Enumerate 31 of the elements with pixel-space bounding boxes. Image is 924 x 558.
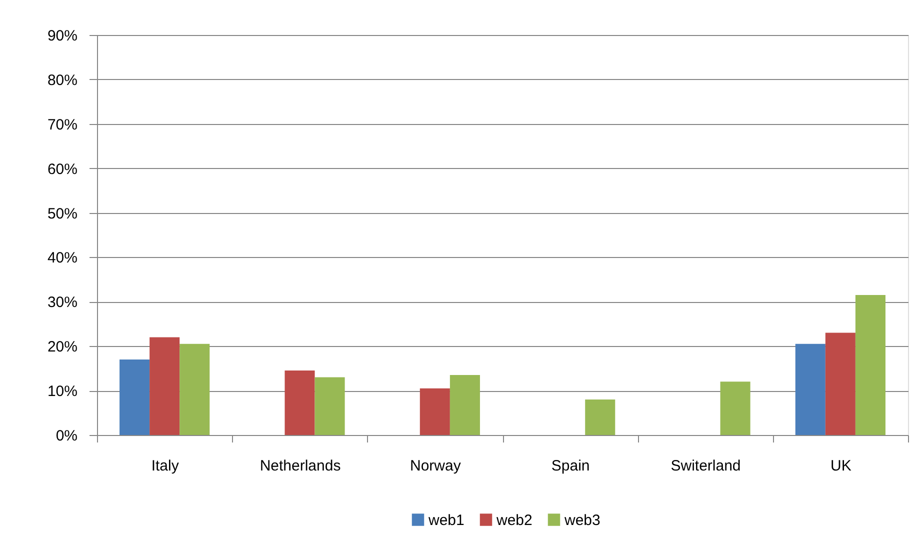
x-tick-label: Norway <box>410 458 462 474</box>
x-tick-label: Switerland <box>670 458 741 474</box>
bar <box>314 377 345 435</box>
y-tick-label: 80% <box>47 72 78 89</box>
bar <box>585 399 616 435</box>
y-tick-label: 10% <box>47 383 78 400</box>
y-tick-label: 20% <box>47 338 78 356</box>
bar <box>450 375 480 435</box>
bar <box>825 332 856 435</box>
y-tick-label: 0% <box>56 428 78 444</box>
bar <box>180 344 210 435</box>
x-tick-label: Italy <box>151 458 180 474</box>
y-tick-label: 40% <box>47 250 78 267</box>
bar <box>120 359 150 435</box>
x-tick-label: Spain <box>551 458 590 474</box>
bar <box>720 382 750 435</box>
y-tick-label: 60% <box>47 160 78 178</box>
x-tick-label: Netherlands <box>260 458 341 474</box>
y-tick-label: 30% <box>47 294 78 312</box>
legend-label: web1 <box>428 512 464 529</box>
bar <box>420 388 450 435</box>
bar <box>284 370 315 435</box>
x-tick-label: UK <box>830 458 852 474</box>
y-tick-label: 70% <box>47 116 78 134</box>
bar <box>855 295 886 435</box>
bar <box>150 337 180 435</box>
y-tick-label: 90% <box>47 28 78 44</box>
legend-label: web3 <box>564 512 600 529</box>
y-tick-label: 50% <box>47 205 78 222</box>
bar <box>795 344 826 435</box>
legend-label: web2 <box>496 512 532 529</box>
